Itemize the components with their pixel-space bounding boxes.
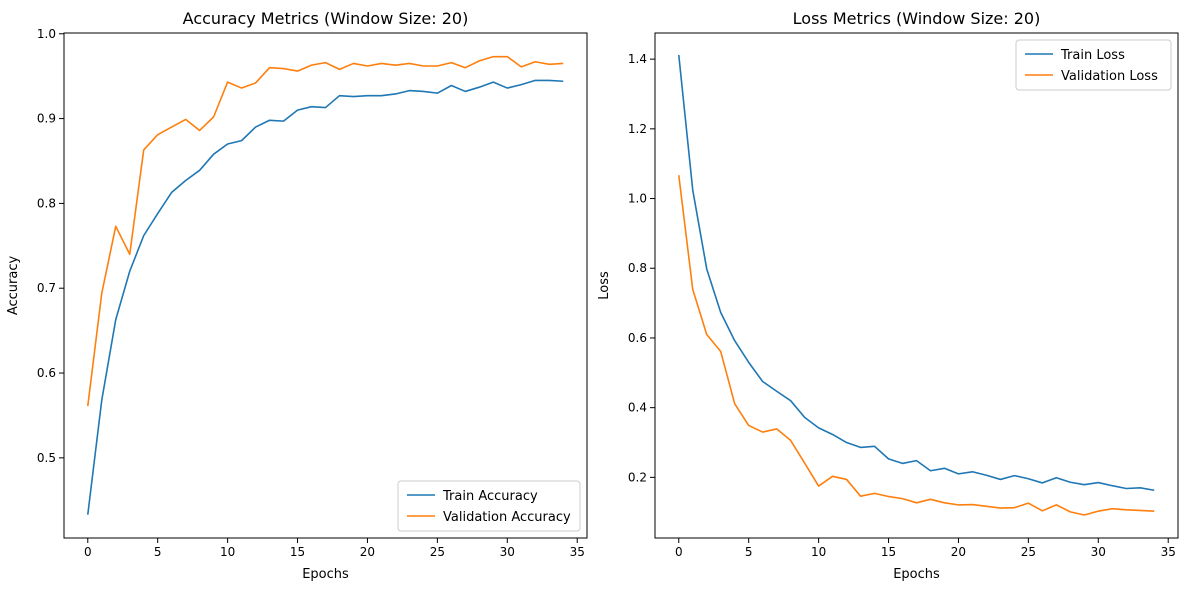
y-tick-label: 1.0 — [37, 27, 56, 41]
legend-label: Train Loss — [1060, 48, 1125, 63]
accuracy-chart: Accuracy Metrics (Window Size: 20) 0 5 10 15… — [6, 9, 588, 582]
y-tick-label: 0.5 — [37, 451, 56, 465]
legend-label: Validation Accuracy — [443, 510, 571, 525]
plot-frame — [654, 32, 1179, 539]
y-tick-label: 1.2 — [628, 122, 647, 136]
x-tick-label: 30 — [500, 545, 515, 559]
x-tick-label: 20 — [360, 545, 375, 559]
y-tick-label: 0.6 — [37, 366, 56, 380]
series-line-train-loss — [677, 54, 1155, 492]
y-tick-label: 0.6 — [628, 331, 647, 345]
y-tick-label: 1.4 — [628, 52, 647, 66]
series-line-validation-loss — [677, 175, 1155, 516]
series-line-train-accuracy — [86, 79, 564, 515]
x-axis-label: Epochs — [302, 567, 349, 582]
x-tick-label: 25 — [430, 545, 445, 559]
legend-label: Validation Loss — [1061, 69, 1158, 84]
x-tick-label: 5 — [154, 545, 162, 559]
legend: Train Accuracy Validation Accuracy — [397, 480, 581, 532]
series-line-validation-accuracy — [86, 55, 564, 407]
x-tick-label: 0 — [84, 545, 92, 559]
x-tick-label: 35 — [1161, 545, 1176, 559]
x-tick-label: 25 — [1021, 545, 1036, 559]
x-tick-label: 5 — [745, 545, 753, 559]
chart-title: Accuracy Metrics (Window Size: 20) — [183, 9, 469, 28]
y-tick-label: 0.2 — [628, 470, 647, 484]
y-tick-label: 0.4 — [628, 401, 647, 415]
chart-title: Loss Metrics (Window Size: 20) — [793, 9, 1041, 28]
plot-frame — [63, 32, 588, 539]
legend-box — [1015, 39, 1172, 91]
x-axis-label: Epochs — [893, 567, 940, 582]
x-tick-label: 35 — [570, 545, 585, 559]
y-axis-label: Loss — [597, 271, 612, 300]
x-tick-label: 30 — [1091, 545, 1106, 559]
x-tick-label: 15 — [290, 545, 305, 559]
y-tick-label: 0.7 — [37, 281, 56, 295]
y-tick-label: 1.0 — [628, 192, 647, 206]
x-tick-label: 20 — [951, 545, 966, 559]
legend-label: Train Accuracy — [442, 489, 538, 504]
loss-chart: Loss Metrics (Window Size: 20) 0 5 10 15 20 25… — [597, 9, 1179, 582]
x-tick-label: 15 — [881, 545, 896, 559]
x-tick-label: 10 — [811, 545, 826, 559]
x-tick-label: 10 — [220, 545, 235, 559]
legend-box — [397, 480, 581, 532]
y-axis-label: Accuracy — [6, 256, 21, 316]
legend: Train Loss Validation Loss — [1015, 39, 1172, 91]
y-tick-label: 0.8 — [37, 196, 56, 210]
x-tick-label: 0 — [675, 545, 683, 559]
y-tick-label: 0.8 — [628, 261, 647, 275]
y-tick-label: 0.9 — [37, 112, 56, 126]
